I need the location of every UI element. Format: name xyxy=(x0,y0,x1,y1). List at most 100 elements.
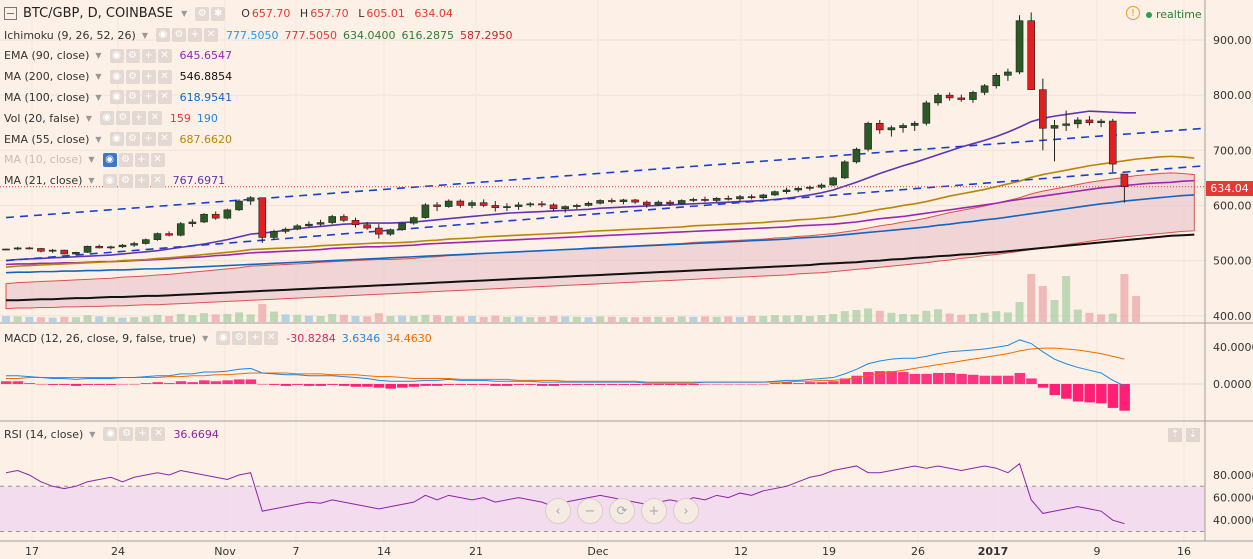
candle-body xyxy=(829,177,837,186)
plus-icon[interactable]: + xyxy=(134,173,149,188)
candle-body xyxy=(48,249,57,252)
close-icon[interactable]: ✕ xyxy=(147,111,162,126)
volume-bar xyxy=(60,316,69,322)
chevron-down-icon[interactable]: ▼ xyxy=(85,113,92,123)
volume-bar xyxy=(596,316,605,322)
zoom-out-button[interactable]: − xyxy=(577,498,603,524)
eye-icon[interactable]: ◉ xyxy=(103,427,118,441)
volume-bar xyxy=(211,314,220,322)
realtime-status: realtime xyxy=(1146,8,1202,21)
macd-histogram-bar xyxy=(350,384,361,387)
macd-histogram-bar xyxy=(280,384,292,386)
move-down-icon[interactable]: ⇣ xyxy=(1186,428,1200,442)
close-icon[interactable]: ✕ xyxy=(151,427,166,441)
chevron-down-icon[interactable]: ▼ xyxy=(95,51,102,61)
rsi-legend[interactable]: RSI (14, close) ▼ ◉ ⚙ + ✕ 36.6694 xyxy=(4,425,225,443)
volume-bar xyxy=(398,315,407,322)
macd-histogram-bar xyxy=(1107,384,1119,408)
settings-icon[interactable]: ⚙ xyxy=(125,132,140,146)
plus-icon[interactable]: + xyxy=(248,331,263,345)
scroll-right-button[interactable]: › xyxy=(673,498,699,524)
macd-tick-label: 40.0000 xyxy=(1213,341,1253,354)
candle-body xyxy=(72,252,80,255)
volume-bar xyxy=(642,316,651,322)
price-tick-label: 600.00 xyxy=(1213,199,1252,212)
eye-icon[interactable]: ◉ xyxy=(102,173,117,188)
eye-icon[interactable]: ◉ xyxy=(155,28,170,42)
candle-body xyxy=(852,148,861,163)
eye-icon[interactable]: ◉ xyxy=(109,69,124,84)
eye-icon[interactable]: ◉ xyxy=(216,331,231,345)
close-icon[interactable]: ✕ xyxy=(157,69,172,84)
indicator-legend-5[interactable]: EMA (55, close) ▼ ◉ ⚙ + ✕ 687.6620 xyxy=(4,130,238,148)
chevron-down-icon[interactable]: ▼ xyxy=(88,155,95,165)
candle-body xyxy=(980,85,989,93)
price-tick-label: 500.00 xyxy=(1213,255,1252,268)
macd-histogram-bar xyxy=(560,384,571,385)
close-icon[interactable]: ✕ xyxy=(150,173,165,188)
indicator-value: -30.8284 xyxy=(286,331,336,345)
volume-bar xyxy=(712,316,721,322)
move-up-icon[interactable]: ⇡ xyxy=(1168,428,1182,442)
realtime-label: realtime xyxy=(1156,8,1202,21)
time-tick-label: 12 xyxy=(734,545,748,558)
chevron-down-icon[interactable]: ▼ xyxy=(202,333,209,343)
eye-icon[interactable]: ◉ xyxy=(99,111,114,126)
chevron-down-icon[interactable]: ▼ xyxy=(95,72,102,82)
eye-icon[interactable]: ◉ xyxy=(109,90,124,105)
chevron-down-icon[interactable]: ▼ xyxy=(95,92,102,102)
close-icon[interactable]: ✕ xyxy=(157,48,172,63)
settings-icon[interactable]: ⚙ xyxy=(232,331,247,345)
chevron-down-icon[interactable]: ▼ xyxy=(89,429,96,439)
close-icon[interactable]: ✕ xyxy=(157,132,172,146)
eye-icon[interactable]: ◉ xyxy=(109,48,124,63)
close-icon[interactable]: ✕ xyxy=(203,28,218,42)
chevron-down-icon[interactable]: ▼ xyxy=(88,176,95,186)
indicator-legend-1[interactable]: EMA (90, close) ▼ ◉ ⚙ + ✕ 645.6547 xyxy=(4,47,238,65)
close-icon[interactable]: ✕ xyxy=(150,152,165,167)
plus-icon[interactable]: + xyxy=(134,152,149,167)
volume-bar xyxy=(759,316,768,322)
indicator-legend-4[interactable]: Vol (20, false) ▼ ◉ ⚙ + ✕ 159 190 xyxy=(4,109,224,127)
indicator-legend-2[interactable]: MA (200, close) ▼ ◉ ⚙ + ✕ 546.8854 xyxy=(4,68,238,86)
macd-histogram-bar xyxy=(816,382,827,384)
settings-icon[interactable]: ⚙ xyxy=(118,173,133,188)
candle-body xyxy=(642,201,651,206)
reset-button[interactable]: ⟳ xyxy=(609,498,635,524)
settings-icon[interactable]: ⚙ xyxy=(171,28,186,42)
plus-icon[interactable]: + xyxy=(187,28,202,42)
indicator-legend-6[interactable]: MA (10, close) ▼ ◉ ⚙ + ✕ xyxy=(4,151,173,169)
plus-icon[interactable]: + xyxy=(141,69,156,84)
settings-icon[interactable]: ⚙ xyxy=(125,48,140,63)
warning-icon[interactable]: ! xyxy=(1126,6,1140,20)
close-icon[interactable]: ✕ xyxy=(157,90,172,105)
chevron-down-icon[interactable]: ▼ xyxy=(95,134,102,144)
plus-icon[interactable]: + xyxy=(141,90,156,105)
settings-icon[interactable]: ⚙ xyxy=(115,111,130,126)
plus-icon[interactable]: + xyxy=(131,111,146,126)
plus-icon[interactable]: + xyxy=(141,132,156,146)
time-tick-label: 26 xyxy=(911,545,925,558)
close-icon[interactable]: ✕ xyxy=(264,331,279,345)
settings-icon[interactable]: ⚙ xyxy=(125,90,140,105)
indicator-legend-3[interactable]: MA (100, close) ▼ ◉ ⚙ + ✕ 618.9541 xyxy=(4,88,238,106)
volume-bar xyxy=(351,316,360,322)
macd-legend[interactable]: MACD (12, 26, close, 9, false, true) ▼ ◉… xyxy=(4,329,438,347)
zoom-in-button[interactable]: + xyxy=(641,498,667,524)
settings-icon[interactable]: ⚙ xyxy=(118,152,133,167)
volume-bar xyxy=(2,316,10,322)
eye-icon[interactable]: ◉ xyxy=(102,152,117,167)
plus-icon[interactable]: + xyxy=(141,48,156,63)
series-line xyxy=(5,194,1195,274)
scroll-left-button[interactable]: ‹ xyxy=(545,498,571,524)
indicator-legend-7[interactable]: MA (21, close) ▼ ◉ ⚙ + ✕ 767.6971 xyxy=(4,172,231,190)
chevron-down-icon[interactable]: ▼ xyxy=(141,30,148,40)
volume-bars xyxy=(2,274,1141,322)
indicator-legend-0[interactable]: Ichimoku (9, 26, 52, 26) ▼ ◉ ⚙ + ✕ 777.5050 777… xyxy=(4,26,518,44)
eye-icon[interactable]: ◉ xyxy=(109,132,124,146)
settings-icon[interactable]: ⚙ xyxy=(119,427,134,441)
settings-icon[interactable]: ⚙ xyxy=(125,69,140,84)
rsi-tick-label: 60.0000 xyxy=(1213,492,1253,505)
plus-icon[interactable]: + xyxy=(135,427,150,441)
